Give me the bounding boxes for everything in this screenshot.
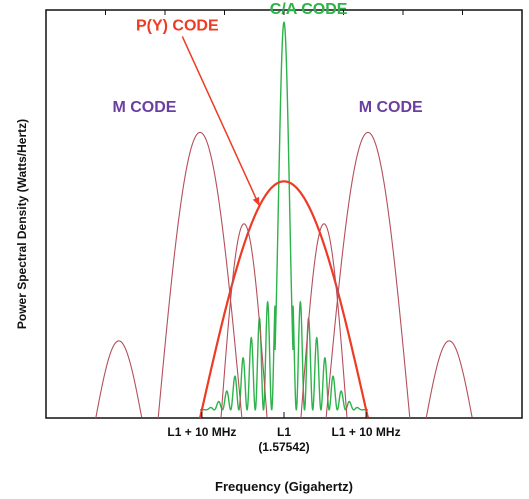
- spectrum-curves: [95, 21, 473, 419]
- y-axis-label: Power Spectral Density (Watts/Hertz): [15, 119, 29, 329]
- plot-frame: [45, 9, 523, 419]
- m-code-curve: [157, 131, 243, 419]
- annotation-arrow: [181, 36, 261, 207]
- annotations: P(Y) CODE C/A CODE M CODE M CODE: [112, 1, 423, 207]
- x-tick-sublabel: (1.57542): [258, 440, 309, 454]
- x-axis-label: Frequency (Gigahertz): [215, 479, 353, 494]
- annotation-label: M CODE: [112, 99, 176, 116]
- annotation-label: M CODE: [359, 99, 423, 116]
- x-axis-ticks: L1 + 10 MHz L1(1.57542) L1 + 10 MHz: [167, 412, 401, 454]
- m-code-curve: [325, 131, 411, 419]
- x-tick-label: L1 + 10 MHz: [332, 425, 401, 439]
- py-code-curve: [198, 180, 369, 419]
- annotation-label: C/A CODE: [270, 1, 348, 18]
- m-code-curve: [220, 223, 268, 419]
- annotation-label: P(Y) CODE: [136, 17, 219, 34]
- annotation-arrowhead: [252, 196, 260, 206]
- m-code-curve: [95, 340, 143, 419]
- x-tick-label: L1: [277, 425, 291, 439]
- plot-border: [45, 9, 523, 419]
- ca-code-curve: [200, 21, 368, 411]
- m-code-curve: [425, 340, 473, 419]
- m-code-curve: [300, 223, 348, 419]
- x-tick-label: L1 + 10 MHz: [167, 425, 236, 439]
